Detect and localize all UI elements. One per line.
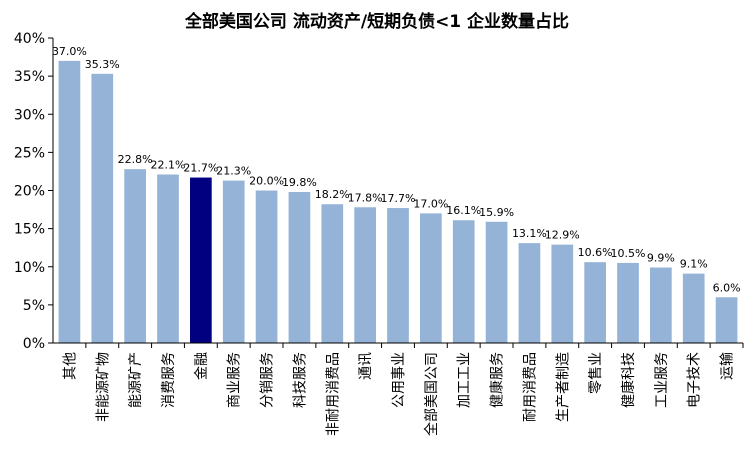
bar: [190, 177, 212, 343]
data-label: 22.8%: [118, 153, 153, 166]
data-label: 19.8%: [282, 176, 317, 189]
x-tick-label: 非耐用消费品: [325, 352, 341, 436]
data-label: 10.5%: [611, 247, 646, 260]
x-tick-label: 非能源矿物: [95, 352, 111, 422]
data-label: 15.9%: [479, 206, 514, 219]
bar: [485, 221, 508, 343]
bar: [650, 267, 672, 343]
x-tick-label: 工业服务: [654, 352, 670, 408]
y-tick-label: 0%: [23, 336, 45, 352]
y-tick-label: 35%: [14, 69, 45, 85]
x-tick-label: 耐用消费品: [522, 352, 538, 422]
bar: [518, 243, 541, 343]
bar: [321, 204, 344, 343]
bar: [617, 262, 639, 343]
x-tick-label: 零售业: [588, 352, 604, 394]
bar: [91, 73, 114, 344]
data-label: 22.1%: [151, 158, 186, 171]
data-label: 35.3%: [85, 58, 120, 71]
bars: [58, 60, 738, 344]
data-label: 17.0%: [413, 197, 448, 210]
bar: [255, 190, 278, 343]
y-tick-label: 25%: [14, 145, 45, 161]
bar: [124, 169, 146, 343]
bar: [715, 297, 738, 343]
x-tick-label: 运输: [720, 352, 736, 380]
bar: [222, 180, 245, 343]
data-label: 18.2%: [315, 188, 350, 201]
x-tick-label: 金融: [194, 352, 210, 380]
y-tick-label: 30%: [14, 107, 45, 123]
x-tick-label: 加工工业: [457, 352, 473, 408]
data-label: 21.3%: [216, 165, 251, 178]
chart-title: 全部美国公司 流动资产/短期负债<1 企业数量占比: [184, 11, 569, 32]
x-tick-label: 健康科技: [620, 352, 637, 408]
bar: [157, 174, 179, 343]
data-label: 9.1%: [680, 258, 708, 271]
y-axis: 0% 5% 10% 15% 20% 25% 30% 35% 40%: [14, 31, 53, 352]
y-tick-label: 40%: [14, 31, 45, 47]
data-label: 21.7%: [183, 162, 218, 175]
data-label: 16.1%: [446, 204, 481, 217]
bar: [452, 220, 475, 343]
x-tick-label: 全部美国公司: [423, 352, 440, 436]
data-label: 37.0%: [52, 45, 87, 58]
y-tick-label: 20%: [14, 184, 45, 200]
x-tick-label: 分销服务: [260, 352, 276, 408]
data-label: 10.6%: [578, 246, 613, 259]
data-label: 17.8%: [348, 191, 383, 204]
data-label: 9.9%: [647, 252, 675, 265]
x-tick-label: 科技服务: [292, 352, 308, 408]
bar: [387, 208, 409, 343]
x-tick-label: 通讯: [358, 352, 374, 380]
x-tick-label: 其他: [62, 352, 78, 380]
y-tick-label: 15%: [14, 222, 45, 238]
bar: [288, 192, 311, 343]
y-tick-label: 10%: [14, 260, 45, 276]
y-tick-label: 5%: [23, 298, 45, 314]
data-labels: 37.0%35.3% 22.8%22.1%21.7%21.3%20.0%19.8%…: [52, 45, 741, 294]
data-label: 13.1%: [512, 227, 547, 240]
data-label: 20.0%: [249, 175, 284, 188]
x-tick-label: 商业服务: [227, 352, 243, 408]
x-tick-label: 电子技术: [687, 352, 703, 408]
data-label: 12.9%: [545, 229, 580, 242]
x-axis: 其他 非能源矿物 能源矿产 消费服务 金融 商业服务 分销服务 科技服务 非耐用消费品 通讯 公用事…: [62, 343, 744, 436]
x-tick-label: 公用事业: [391, 352, 407, 408]
bar: [584, 262, 606, 343]
x-tick-label: 生产者制造: [555, 352, 571, 422]
x-tick-label: 消费服务: [161, 352, 177, 408]
x-tick-label: 能源矿产: [128, 352, 144, 408]
x-tick-label: 健康服务: [489, 352, 506, 408]
bar: [58, 60, 81, 343]
bar: [420, 213, 442, 343]
bar: [551, 244, 574, 343]
bar: [682, 273, 705, 343]
bar: [354, 207, 376, 343]
data-label: 6.0%: [713, 281, 741, 294]
data-label: 17.7%: [381, 192, 416, 205]
